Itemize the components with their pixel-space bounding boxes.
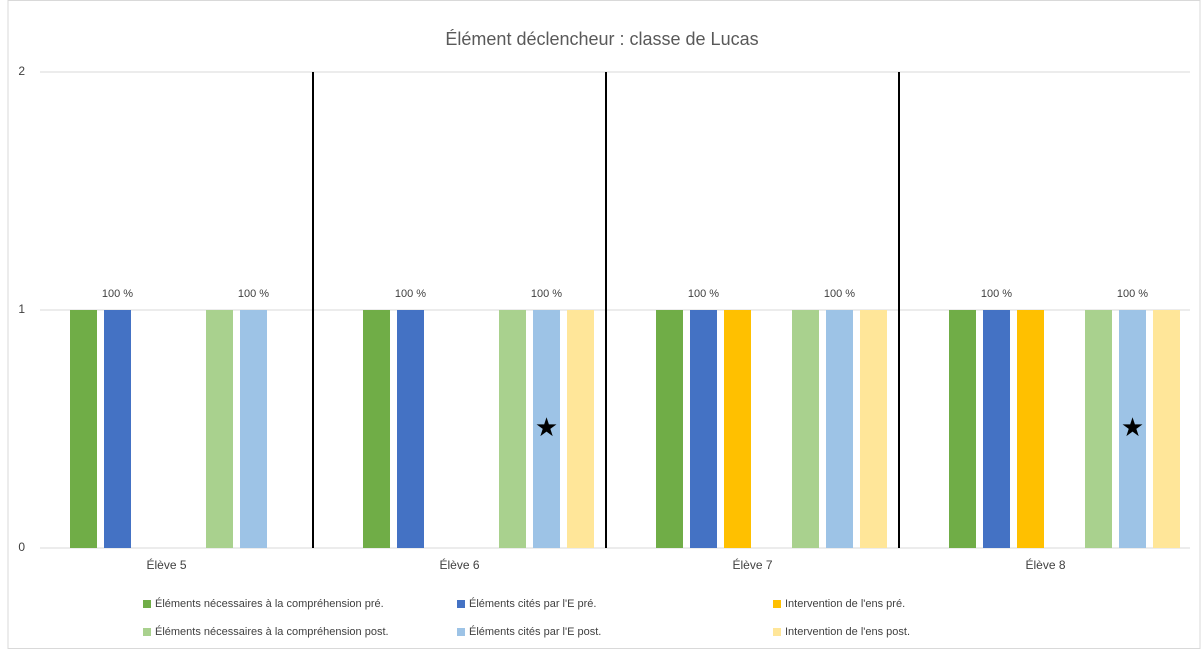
- data-label: 100 %: [238, 288, 269, 300]
- bar: [949, 310, 976, 548]
- data-label: 100 %: [531, 288, 562, 300]
- bar: [826, 310, 853, 548]
- legend-swatch: [457, 600, 465, 608]
- bar: [1153, 310, 1180, 548]
- bar: [724, 310, 751, 548]
- legend-swatch: [773, 600, 781, 608]
- legend-swatch: [143, 628, 151, 636]
- legend-label: Intervention de l'ens pré.: [785, 598, 905, 610]
- legend-swatch: [143, 600, 151, 608]
- bar: [363, 310, 390, 548]
- bar: [567, 310, 594, 548]
- bar: [240, 310, 267, 548]
- y-tick-label: 0: [18, 540, 25, 554]
- data-label: 100 %: [1117, 288, 1148, 300]
- x-tick-label: Élève 5: [146, 557, 186, 572]
- bar: [983, 310, 1010, 548]
- data-label: 100 %: [981, 288, 1012, 300]
- bar: [499, 310, 526, 548]
- legend-label: Éléments cités par l'E post.: [469, 625, 601, 638]
- bar: [397, 310, 424, 548]
- bar: [860, 310, 887, 548]
- x-tick-label: Élève 7: [732, 557, 772, 572]
- bar: [792, 310, 819, 548]
- bar: [690, 310, 717, 548]
- data-label: 100 %: [395, 288, 426, 300]
- bar: [1119, 310, 1146, 548]
- chart-title: Élément déclencheur : classe de Lucas: [445, 29, 758, 49]
- legend-label: Éléments cités par l'E pré.: [469, 597, 596, 610]
- x-tick-label: Élève 8: [1025, 557, 1065, 572]
- legend-swatch: [457, 628, 465, 636]
- annotation: ★: [1121, 412, 1144, 442]
- bar: [70, 310, 97, 548]
- legend-label: Intervention de l'ens post.: [785, 626, 910, 638]
- bar: [533, 310, 560, 548]
- y-tick-label: 1: [18, 302, 25, 316]
- legend-label: Éléments nécessaires à la compréhension …: [155, 597, 384, 610]
- bar: [206, 310, 233, 548]
- y-tick-label: 2: [18, 64, 25, 78]
- legend-swatch: [773, 628, 781, 636]
- bar: [1017, 310, 1044, 548]
- data-label: 100 %: [688, 288, 719, 300]
- x-tick-label: Élève 6: [439, 557, 479, 572]
- data-label: 100 %: [824, 288, 855, 300]
- legend-label: Éléments nécessaires à la compréhension …: [155, 625, 389, 638]
- annotation: ★: [535, 412, 558, 442]
- bar: [104, 310, 131, 548]
- bar: [1085, 310, 1112, 548]
- data-label: 100 %: [102, 288, 133, 300]
- bar: [656, 310, 683, 548]
